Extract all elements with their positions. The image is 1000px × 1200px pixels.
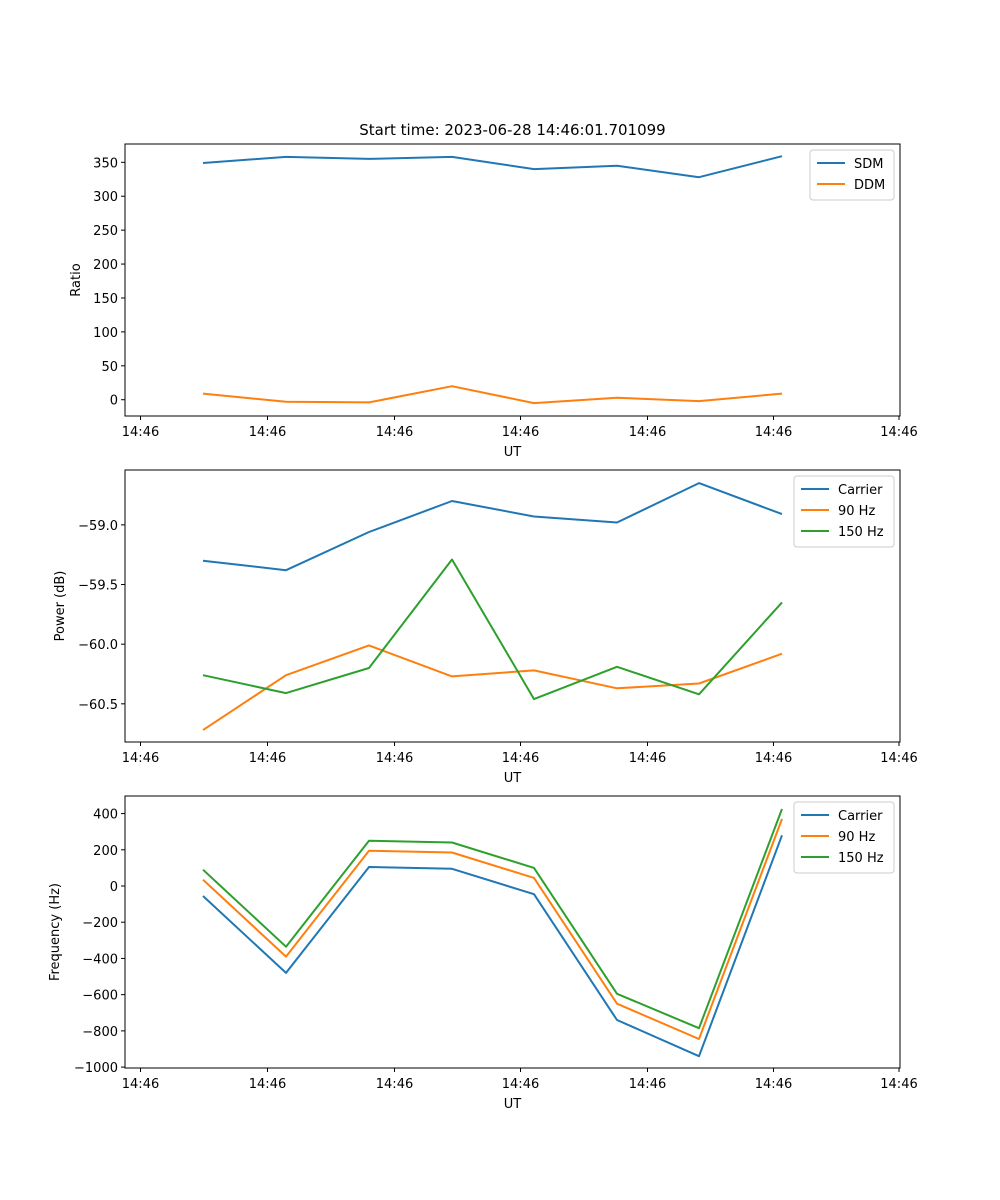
x-tick-label: 14:46 <box>502 1077 539 1092</box>
y-tick-label: 250 <box>93 224 118 239</box>
x-tick-label: 14:46 <box>629 425 666 440</box>
series-line-carrier <box>202 834 783 1058</box>
legend-label: Carrier <box>838 483 883 498</box>
y-axis-label: Ratio <box>69 263 84 296</box>
series-line-90-hz <box>202 818 783 1040</box>
y-tick-label: 300 <box>93 190 118 205</box>
legend-box <box>793 801 895 874</box>
legend-label: DDM <box>854 178 885 193</box>
legend-label: 150 Hz <box>838 851 884 866</box>
x-tick-label: 14:46 <box>122 425 159 440</box>
x-tick-label: 14:46 <box>755 751 792 766</box>
y-tick-label: −60.5 <box>78 698 118 713</box>
y-tick-label: −59.0 <box>78 519 118 534</box>
y-tick-label: −59.5 <box>78 579 118 594</box>
series-line-150-hz <box>202 558 783 701</box>
y-tick-label: −200 <box>82 916 118 931</box>
legend-label: Carrier <box>838 809 883 824</box>
x-tick-label: 14:46 <box>376 1077 413 1092</box>
x-tick-label: 14:46 <box>880 425 917 440</box>
x-axis-label: UT <box>504 771 522 786</box>
x-tick-label: 14:46 <box>880 751 917 766</box>
y-tick-label: 100 <box>93 326 118 341</box>
figure-title: Start time: 2023-06-28 14:46:01.701099 <box>359 121 665 139</box>
chart-panel-3: 14:46 14:46 14:46 14:46 14:46 14:46 14:46 −1000… <box>48 795 918 1112</box>
x-tick-label: 14:46 <box>122 1077 159 1092</box>
y-tick-label: 0 <box>110 880 118 895</box>
y-tick-label: 200 <box>93 258 118 273</box>
series-line-90-hz <box>202 644 783 731</box>
chart-panel-1: 14:46 14:46 14:46 14:46 14:46 14:46 14:46 0 50 10… <box>69 143 918 460</box>
legend-label: 90 Hz <box>838 830 875 845</box>
axes-frame <box>124 469 901 743</box>
axes-frame <box>124 143 901 417</box>
y-tick-label: 350 <box>93 156 118 171</box>
y-tick-label: −60.0 <box>78 638 118 653</box>
series-line-150-hz <box>202 808 783 1030</box>
x-tick-label: 14:46 <box>755 1077 792 1092</box>
x-tick-label: 14:46 <box>880 1077 917 1092</box>
x-tick-label: 14:46 <box>502 425 539 440</box>
y-tick-label: 400 <box>93 808 118 823</box>
legend-label: 90 Hz <box>838 504 875 519</box>
x-tick-label: 14:46 <box>755 425 792 440</box>
x-tick-label: 14:46 <box>249 1077 286 1092</box>
y-tick-label: −600 <box>82 989 118 1004</box>
y-tick-label: −400 <box>82 952 118 967</box>
series-line-sdm <box>202 155 783 179</box>
x-axis-label: UT <box>504 1097 522 1112</box>
x-tick-label: 14:46 <box>629 1077 666 1092</box>
y-tick-label: 200 <box>93 844 118 859</box>
x-tick-label: 14:46 <box>502 751 539 766</box>
legend-label: 150 Hz <box>838 525 884 540</box>
legend-label: SDM <box>854 157 883 172</box>
series-line-carrier <box>202 482 783 572</box>
x-tick-label: 14:46 <box>249 751 286 766</box>
x-tick-label: 14:46 <box>629 751 666 766</box>
y-axis-label: Power (dB) <box>53 571 68 642</box>
legend-box <box>793 475 895 548</box>
y-axis-label: Frequency (Hz) <box>48 883 63 981</box>
y-tick-label: −800 <box>82 1025 118 1040</box>
y-tick-label: −1000 <box>74 1061 118 1076</box>
y-tick-label: 0 <box>110 394 118 409</box>
x-tick-label: 14:46 <box>122 751 159 766</box>
y-tick-label: 150 <box>93 292 118 307</box>
chart-panel-2: 14:46 14:46 14:46 14:46 14:46 14:46 14:46 −60.5… <box>53 469 918 786</box>
x-tick-label: 14:46 <box>376 751 413 766</box>
x-axis-label: UT <box>504 445 522 460</box>
axes-frame <box>124 795 901 1069</box>
y-tick-label: 50 <box>101 360 118 375</box>
series-line-ddm <box>202 385 783 405</box>
x-tick-label: 14:46 <box>376 425 413 440</box>
x-tick-label: 14:46 <box>249 425 286 440</box>
